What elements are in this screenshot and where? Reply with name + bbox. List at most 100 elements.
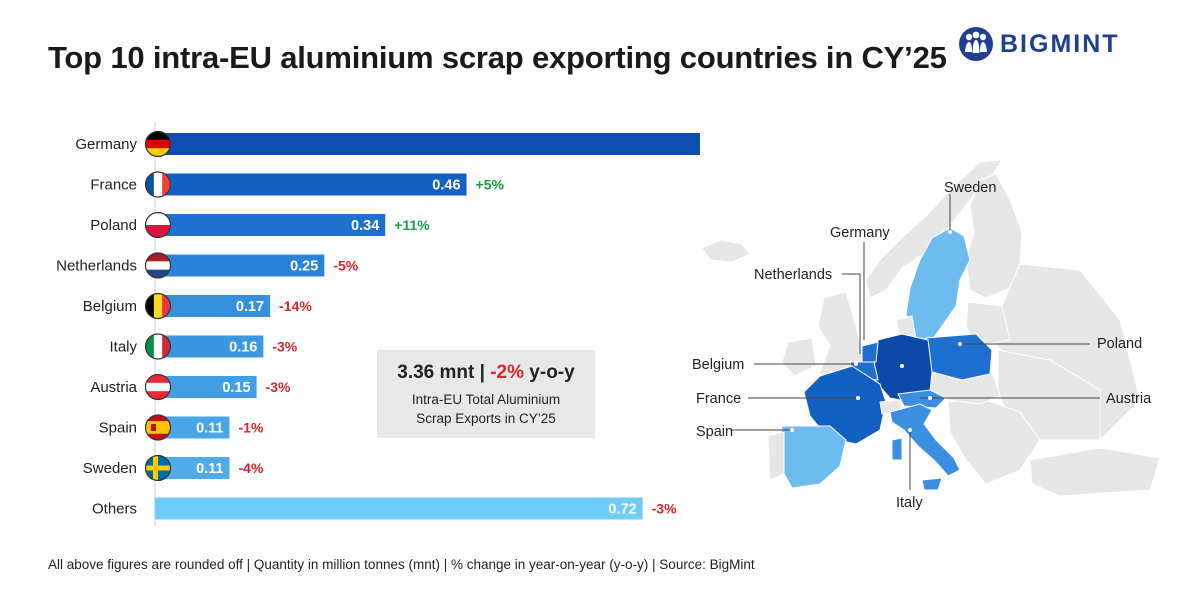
bar-row: Belgium 0.17 -14% xyxy=(83,292,312,320)
spain-flag-icon xyxy=(144,414,172,441)
map-balkans xyxy=(947,397,1041,485)
bar-row: France 0.46 +5% xyxy=(90,171,505,198)
callout-total: 3.36 mnt | -2% y-o-y xyxy=(377,362,595,384)
category-label: Germany xyxy=(75,136,137,153)
callout-line2: Scrap Exports in CY’25 xyxy=(416,411,556,426)
three-people-logo-icon xyxy=(959,27,993,61)
map-label-austria: Austria xyxy=(1106,391,1152,407)
bar-row: Sweden 0.11 -4% xyxy=(83,454,264,482)
chart-title: Top 10 intra-EU aluminium scrap exportin… xyxy=(48,40,947,75)
yoy-change-label: -1% xyxy=(239,420,264,436)
yoy-change-label: -4% xyxy=(239,460,264,476)
poland-flag-icon xyxy=(144,211,172,239)
value-label: 0.15 xyxy=(222,380,250,396)
category-label: Austria xyxy=(90,379,137,396)
map-dot xyxy=(856,396,860,400)
value-label: 0.46 xyxy=(432,178,460,194)
total-callout: 3.36 mnt | -2% y-o-y Intra-EU Total Alum… xyxy=(377,350,595,438)
map-dot xyxy=(790,428,794,432)
category-label: Poland xyxy=(90,217,137,234)
brand-name: BIGMINT xyxy=(1000,29,1120,58)
belgium-flag-icon xyxy=(144,292,172,320)
map-label-belgium: Belgium xyxy=(692,357,744,373)
yoy-change-label: -5% xyxy=(333,258,358,274)
map-austria xyxy=(897,389,947,409)
category-label: Sweden xyxy=(83,460,137,477)
map-label-sweden: Sweden xyxy=(944,180,996,196)
value-label: 0.11 xyxy=(196,461,223,477)
bar xyxy=(155,335,264,358)
map-dot xyxy=(900,364,904,368)
value-label: 0.17 xyxy=(236,299,264,315)
map-sardinia xyxy=(891,437,903,461)
bar xyxy=(155,376,257,398)
map-label-france: France xyxy=(696,391,741,407)
map-dot xyxy=(958,342,962,346)
category-label: Netherlands xyxy=(56,258,137,275)
bar xyxy=(155,214,386,236)
callout-description: Intra-EU Total Aluminium Scrap Exports i… xyxy=(377,390,595,428)
bar xyxy=(155,497,643,520)
bar xyxy=(155,133,700,155)
yoy-change-label: -3% xyxy=(266,379,291,395)
bar-row: Italy 0.16 -3% xyxy=(109,333,298,360)
value-label: 0.11 xyxy=(196,421,223,437)
map-label-netherlands: Netherlands xyxy=(754,267,832,283)
category-label: France xyxy=(90,177,137,194)
value-label: 0.34 xyxy=(351,218,379,234)
callout-total-value: 3.36 mnt | xyxy=(397,362,491,383)
callout-line1: Intra-EU Total Aluminium xyxy=(411,392,561,407)
map-finland xyxy=(965,173,1023,299)
category-label: Belgium xyxy=(83,298,137,315)
yoy-change-label: -3% xyxy=(652,501,677,517)
bar-row: Netherlands 0.25 -5% xyxy=(56,252,359,279)
bar-row: Austria 0.15 -3% xyxy=(90,373,291,401)
bar-row: Others 0.72 -3% xyxy=(92,497,677,520)
map-dot xyxy=(928,396,932,400)
value-label: 0.16 xyxy=(229,340,257,356)
bar xyxy=(155,173,467,196)
bar xyxy=(155,295,271,317)
bar xyxy=(155,457,230,479)
bar-row: Poland 0.34 +11% xyxy=(90,211,430,239)
map-italy xyxy=(889,403,961,477)
bar-row: Spain 0.11 -1% xyxy=(99,414,264,441)
map-france xyxy=(803,365,887,445)
europe-map: Sweden Germany Netherlands Poland Belgiu… xyxy=(692,159,1161,511)
netherlands-flag-icon xyxy=(144,252,172,279)
map-turkey xyxy=(1029,447,1161,497)
map-spain xyxy=(779,425,847,489)
yoy-change-label: +5% xyxy=(476,177,505,193)
bar xyxy=(155,254,325,277)
callout-suffix: y-o-y xyxy=(524,362,575,383)
sweden-flag-icon xyxy=(144,454,172,482)
category-label: Others xyxy=(92,501,137,518)
map-poland xyxy=(925,333,993,381)
value-label: 0.25 xyxy=(290,259,318,275)
italy-flag-icon xyxy=(144,333,172,360)
map-iceland xyxy=(701,239,751,263)
yoy-change-label: -3% xyxy=(272,339,297,355)
category-label: Spain xyxy=(99,420,137,437)
germany-flag-icon xyxy=(144,130,172,158)
category-label: Italy xyxy=(109,339,137,356)
value-label: 0.72 xyxy=(608,502,636,518)
map-netherlands xyxy=(861,341,879,363)
map-portugal xyxy=(767,431,785,481)
map-dot xyxy=(854,362,858,366)
footer-note: All above figures are rounded off | Quan… xyxy=(48,557,755,572)
france-flag-icon xyxy=(144,171,172,198)
callout-change: -2% xyxy=(490,362,525,383)
map-label-spain: Spain xyxy=(696,424,733,440)
map-label-germany: Germany xyxy=(830,225,890,241)
bar-row: Germany0.88-4% xyxy=(75,130,700,158)
map-label-poland: Poland xyxy=(1097,336,1142,352)
bar xyxy=(155,416,230,439)
map-dot xyxy=(948,230,952,234)
map-ireland xyxy=(781,337,817,377)
map-sicily xyxy=(921,477,943,491)
yoy-change-label: +11% xyxy=(394,217,430,233)
bar-chart: Germany0.88-4% France 0.46 +5% Poland 0.34 +11… xyxy=(56,122,700,526)
brand-logo: BIGMINT xyxy=(958,26,1120,62)
yoy-change-label: -14% xyxy=(279,298,312,314)
